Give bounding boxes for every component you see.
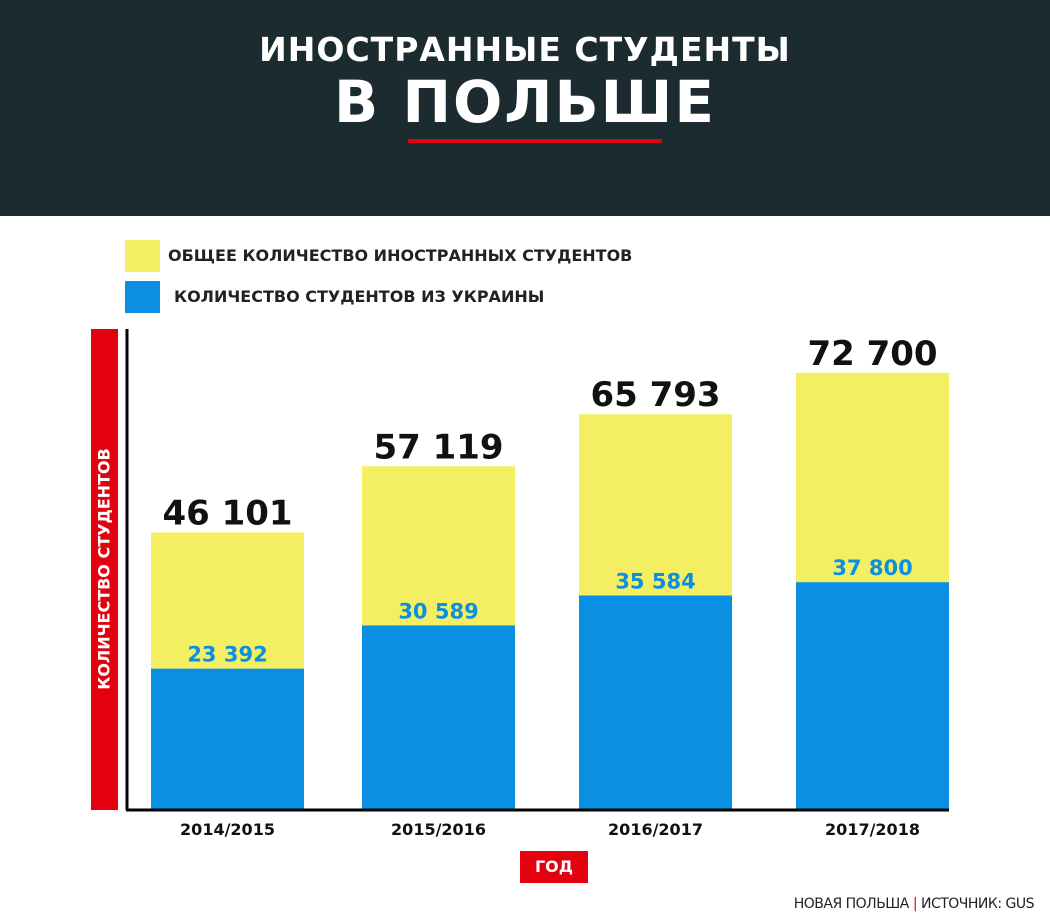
header-banner: ИНОСТРАННЫЕ СТУДЕНТЫ В ПОЛЬШЕ [0,0,1050,216]
chart-title-line2: В ПОЛЬШЕ [334,68,716,136]
x-axis-label-box [520,851,588,883]
legend-swatch-ukraine [125,281,160,313]
data-label-ukraine-1: 30 589 [398,599,478,623]
data-label-total-0: 46 101 [162,493,292,533]
bar-ukraine-0 [151,668,304,809]
source-publisher: НОВАЯ ПОЛЬША [793,896,910,912]
bar-ukraine-2 [579,595,732,809]
data-label-total-2: 65 793 [590,375,720,415]
data-label-total-3: 72 700 [807,334,937,374]
x-tick-label-1: 2015/2016 [391,820,486,839]
data-label-ukraine-3: 37 800 [832,556,912,580]
data-label-total-1: 57 119 [373,427,503,467]
legend-label-ukraine: КОЛИЧЕСТВО СТУДЕНТОВ ИЗ УКРАИНЫ [174,287,545,306]
x-tick-label-2: 2016/2017 [608,820,703,839]
bar-ukraine-1 [362,625,515,809]
x-axis-label: ГОД [534,857,574,876]
title-underline [408,139,662,143]
legend-swatch-total [125,240,160,272]
data-label-ukraine-0: 23 392 [187,643,267,667]
data-label-ukraine-2: 35 584 [615,569,695,593]
x-tick-label-3: 2017/2018 [825,820,920,839]
chart-title-line1: ИНОСТРАННЫЕ СТУДЕНТЫ [259,30,791,69]
source-text: ИСТОЧНИК: GUS [920,896,1035,912]
bar-ukraine-3 [796,582,949,809]
x-tick-label-0: 2014/2015 [180,820,275,839]
source-credit: НОВАЯ ПОЛЬША | ИСТОЧНИК: GUS [793,896,1035,912]
y-axis-label-box [91,329,118,810]
legend-label-total: ОБЩЕЕ КОЛИЧЕСТВО ИНОСТРАННЫХ СТУДЕНТОВ [168,246,633,265]
source-separator: | [912,896,918,912]
